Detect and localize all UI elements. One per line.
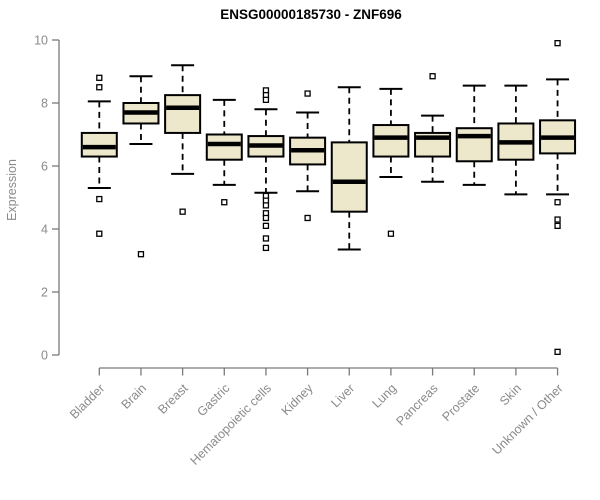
boxplot-bladder <box>80 74 118 237</box>
outlier-point <box>179 208 186 215</box>
outlier-point <box>554 40 561 47</box>
outlier-point <box>554 216 561 223</box>
y-tick-label: 6 <box>41 160 48 174</box>
iqr-box <box>164 94 202 134</box>
boxplot-unknown-other <box>539 40 577 356</box>
chart-title: ENSG00000185730 - ZNF696 <box>220 7 402 22</box>
outlier-point <box>429 73 436 80</box>
y-tick-label: 8 <box>41 97 48 111</box>
iqr-box <box>205 133 243 161</box>
outlier-point <box>137 251 145 258</box>
y-tick-label: 2 <box>41 286 48 300</box>
outlier-point <box>554 199 561 206</box>
boxplot-kidney <box>289 90 327 222</box>
x-category-label: Brain <box>119 381 150 412</box>
y-tick-label: 4 <box>41 223 48 237</box>
x-category-label: Kidney <box>279 381 316 418</box>
outlier-point <box>554 348 561 356</box>
x-category-label: Pancreas <box>393 381 440 428</box>
outlier-point <box>262 96 270 103</box>
boxplot-hematopoietic-cells <box>247 87 285 252</box>
outlier-point <box>96 195 103 203</box>
outlier-point <box>96 230 103 237</box>
outlier-point <box>262 244 270 252</box>
boxplot-skin <box>497 84 535 196</box>
boxplot-pancreas <box>414 73 452 183</box>
outlier-point <box>304 214 311 222</box>
plot-area: 0 2 4 6 8 10 Bladder Brain Breast GastricHematopo… <box>34 34 577 468</box>
iqr-box <box>372 124 410 158</box>
x-category-label: Skin <box>497 381 524 408</box>
x-category-label: Lung <box>369 381 399 411</box>
iqr-box <box>330 141 368 213</box>
boxplot-gastric <box>205 98 243 206</box>
x-category-label: Liver <box>328 381 357 410</box>
outlier-point <box>221 199 228 206</box>
iqr-box <box>455 127 493 163</box>
outlier-point <box>262 235 270 242</box>
outlier-point <box>96 84 103 91</box>
outlier-point <box>96 74 103 81</box>
boxplot-lung <box>372 87 410 237</box>
boxplot-prostate <box>455 84 493 186</box>
outlier-point <box>262 214 270 222</box>
y-axis-label: Expression <box>5 159 19 221</box>
outlier-point <box>304 90 311 97</box>
x-category-label: Unknown / Other <box>489 381 565 457</box>
x-category-label: Hematopoietic cells <box>188 381 275 468</box>
iqr-box <box>80 131 118 158</box>
outlier-point <box>262 202 270 209</box>
outlier-point <box>262 222 270 230</box>
x-category-label: Gastric <box>195 381 233 419</box>
boxplot-brain <box>122 75 160 258</box>
x-category-label: Prostate <box>440 381 483 424</box>
outlier-point <box>554 222 561 230</box>
y-tick-label: 10 <box>34 34 48 48</box>
x-category-label: Bladder <box>67 381 107 421</box>
x-category-label: Breast <box>155 381 191 417</box>
y-tick-label: 0 <box>41 349 48 363</box>
outlier-point <box>387 230 395 237</box>
boxplot-liver <box>330 86 368 251</box>
boxplot-breast <box>164 64 202 215</box>
